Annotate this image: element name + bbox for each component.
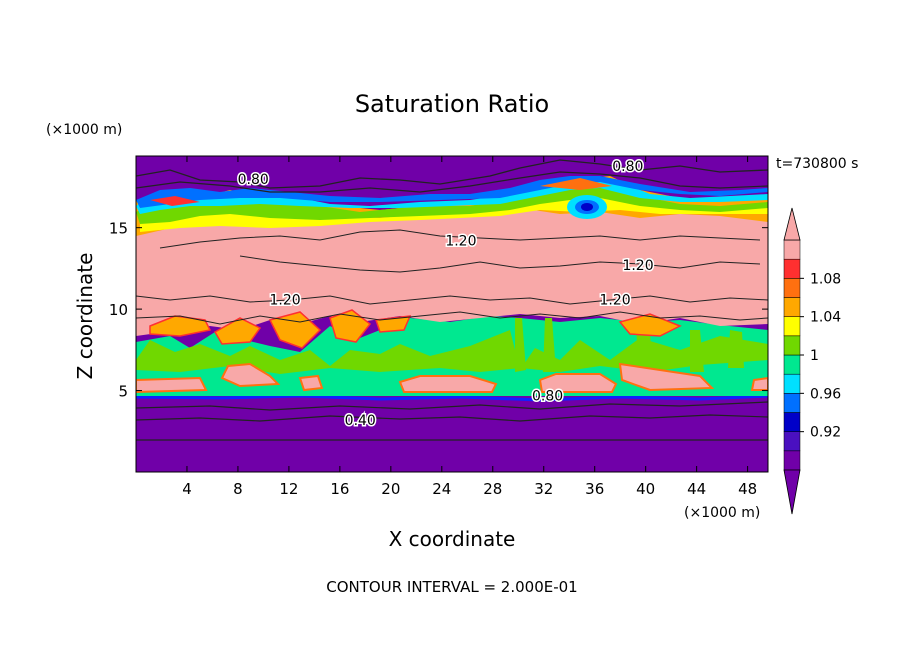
green-streak — [690, 330, 704, 372]
colorbar-swatch — [783, 450, 801, 471]
x-tick-label: 20 — [381, 480, 400, 498]
green-streak — [728, 330, 744, 368]
time-label: t=730800 s — [776, 156, 858, 172]
y-axis: 5 10 15 — [109, 220, 768, 401]
colorbar-swatch — [783, 258, 801, 279]
colorbar-label: 0.92 — [810, 425, 841, 441]
field-upper-green — [136, 182, 768, 224]
field-green-streaks — [515, 318, 744, 376]
y-unit-label: (×1000 m) — [46, 122, 122, 138]
colorbar-label: 1.08 — [810, 271, 841, 287]
pink-lens — [618, 362, 715, 392]
contour-1.20-mid — [239, 255, 761, 273]
colorbar-swatch — [783, 431, 801, 452]
colorbar-top-arrow — [783, 207, 801, 241]
field-main-pink — [136, 206, 768, 336]
colorbar-swatch — [783, 335, 801, 356]
contour-label: 0.80 — [238, 172, 269, 188]
pink-lens — [298, 374, 324, 392]
colorbar-label: 0.96 — [810, 386, 841, 402]
pink-lens — [538, 373, 618, 393]
colorbar-swatch — [783, 278, 801, 298]
y-tick-label: 10 — [109, 301, 128, 319]
contour-label: 0.40 — [345, 413, 376, 429]
x-tick-label: 36 — [585, 480, 604, 498]
field-mid-lightgreen — [136, 330, 768, 374]
pink-lens — [750, 376, 768, 391]
colorbar-swatch — [783, 239, 801, 260]
x-unit-label: (×1000 m) — [684, 505, 760, 521]
contour-1.20-upper — [159, 229, 761, 249]
plot-area: 0.80 0.80 1.20 1.20 1.20 1.20 0.80 0.40 — [135, 155, 769, 473]
chart-title: Saturation Ratio — [355, 90, 549, 118]
red-streak — [150, 196, 200, 206]
contour-label: 1.20 — [600, 292, 631, 308]
contour-label: 1.20 — [269, 292, 300, 308]
blue-vortex-core — [581, 203, 593, 211]
field-upper-blue — [136, 176, 768, 208]
pink-lens — [398, 375, 498, 393]
x-tick-label: 40 — [636, 480, 655, 498]
field-upper-cyan — [136, 180, 768, 214]
colorbar-label: 1 — [810, 348, 819, 364]
contour-0.40 — [136, 414, 768, 422]
colorbar-swatch — [783, 316, 801, 337]
contour-lower-2 — [136, 401, 768, 411]
colorbar-swatch — [783, 297, 801, 317]
y-axis-label: Z coordinate — [73, 253, 97, 380]
contour-label: 1.20 — [445, 234, 476, 250]
x-tick-label: 24 — [432, 480, 451, 498]
contour-1.20-base — [136, 311, 768, 325]
contour-label: 1.20 — [622, 258, 653, 274]
contour-labels: 0.80 0.80 1.20 1.20 1.20 1.20 0.80 0.40 — [236, 157, 655, 430]
colorbar-swatch — [783, 373, 801, 394]
x-tick-label: 44 — [687, 480, 706, 498]
x-tick-label: 4 — [182, 480, 192, 498]
contour-0.80-top — [136, 159, 768, 189]
x-tick-label: 48 — [738, 480, 757, 498]
colorbar-label: 1.04 — [810, 310, 841, 326]
x-axis: 4 8 12 16 20 24 28 32 36 40 44 48 — [182, 156, 757, 498]
x-tick-label: 12 — [279, 480, 298, 498]
field-lower-lenses — [136, 362, 768, 394]
interface-patch — [329, 309, 372, 343]
pink-lens — [220, 362, 281, 388]
colorbar-swatch — [783, 393, 801, 413]
y-tick-label: 15 — [109, 220, 128, 238]
pink-lens — [136, 376, 208, 394]
plot-frame — [135, 155, 769, 473]
x-tick-label: 8 — [233, 480, 243, 498]
x-axis-label: X coordinate — [389, 527, 516, 551]
y-tick-label: 5 — [118, 383, 128, 401]
contour-interval-note: CONTOUR INTERVAL = 2.000E-01 — [326, 578, 577, 596]
blue-base-line — [136, 394, 768, 402]
contour-fill-field — [136, 159, 768, 472]
contour-upper-2 — [136, 171, 768, 193]
green-streak — [543, 318, 556, 372]
green-streak — [636, 328, 652, 376]
green-streak — [515, 318, 526, 372]
colorbar: 0.92 0.96 1 1.04 1.08 — [783, 207, 841, 515]
x-tick-label: 28 — [483, 480, 502, 498]
red-streak — [540, 178, 612, 190]
colorbar-swatch — [783, 412, 801, 432]
colorbar-bottom-arrow — [783, 469, 801, 515]
x-tick-label: 16 — [330, 480, 349, 498]
contour-1.20-lower — [136, 295, 768, 305]
contour-label: 0.80 — [612, 159, 643, 175]
x-tick-label: 32 — [534, 480, 553, 498]
colorbar-swatch — [783, 354, 801, 375]
contour-label: 0.80 — [532, 388, 563, 404]
